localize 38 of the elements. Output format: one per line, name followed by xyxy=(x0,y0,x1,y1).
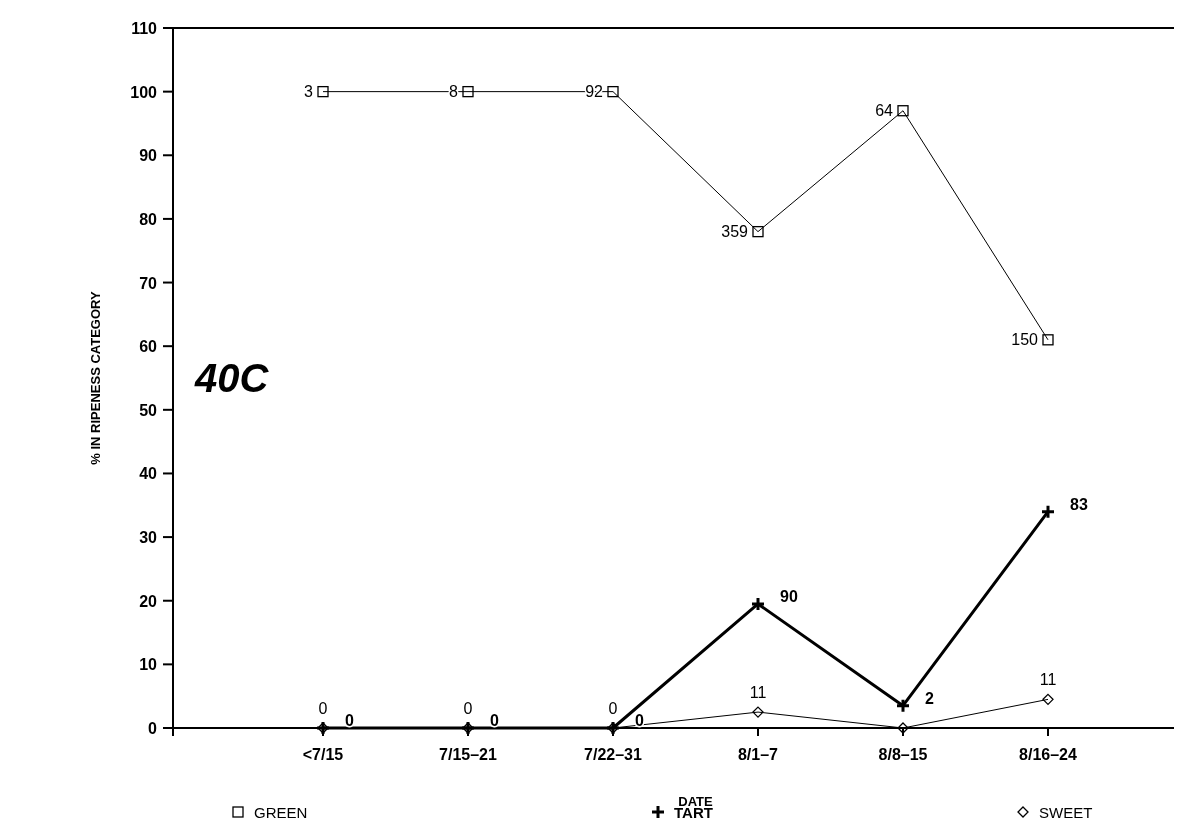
x-axis-title: DATE xyxy=(678,794,714,809)
y-tick-label: 100 xyxy=(130,83,158,101)
legend-label: GREEN xyxy=(254,804,308,821)
y-tick-label: 0 xyxy=(148,720,158,737)
annotation: 150 xyxy=(1011,330,1039,348)
annotation: 359 xyxy=(721,222,749,240)
annotation: 90 xyxy=(780,587,798,605)
annotation: 0 xyxy=(490,712,499,729)
y-tick-label: 40 xyxy=(139,465,158,483)
x-tick-label: 8/16–24 xyxy=(1019,746,1078,763)
y-tick-label: 60 xyxy=(139,338,158,356)
legend-label: SWEET xyxy=(1039,804,1093,821)
annotation: 40C xyxy=(194,356,270,400)
x-tick-label: <7/15 xyxy=(302,746,344,763)
y-tick-label: 20 xyxy=(139,592,158,610)
x-tick-label: 7/15–21 xyxy=(439,746,498,763)
x-tick-label: 8/1–7 xyxy=(737,746,779,763)
annotation: 11 xyxy=(1039,671,1057,689)
y-tick-label: 50 xyxy=(139,401,158,419)
y-tick-label: 80 xyxy=(139,210,158,228)
annotation: 11 xyxy=(749,684,767,702)
annotation: 64 xyxy=(875,101,894,119)
y-tick-label: 90 xyxy=(139,147,158,165)
x-tick-label: 7/22–31 xyxy=(584,746,643,763)
y-tick-label: 110 xyxy=(131,20,158,37)
y-tick-label: 10 xyxy=(139,656,158,674)
annotation: 3 xyxy=(304,82,314,100)
x-tick-label: 8/8–15 xyxy=(878,746,928,763)
y-tick-label: 70 xyxy=(139,274,158,292)
y-tick-label: 30 xyxy=(139,529,158,547)
annotation: 0 xyxy=(318,700,328,717)
annotation: 0 xyxy=(635,712,644,729)
annotation: 2 xyxy=(925,689,934,707)
y-axis-title: % IN RIPENESS CATEGORY xyxy=(88,291,103,465)
annotation: 0 xyxy=(608,700,618,717)
annotation: 0 xyxy=(463,700,473,717)
annotation: 0 xyxy=(345,712,354,729)
annotation: 83 xyxy=(1070,495,1088,513)
